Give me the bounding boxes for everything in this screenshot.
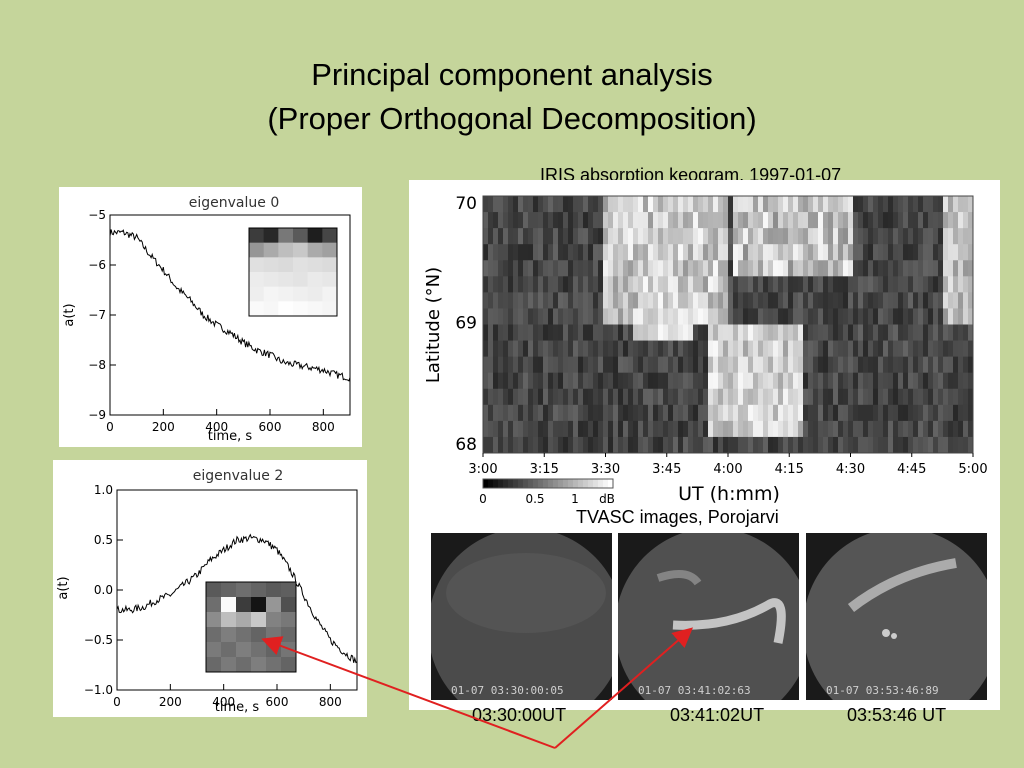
x-tick-label: 200 (152, 420, 175, 434)
colorbar-tick: 0.5 (525, 492, 544, 506)
allsky-image-1: 01-07 03:30:00:05 (431, 533, 612, 700)
x-tick-label: 800 (312, 420, 335, 434)
keogram-x-tick: 4:00 (713, 462, 742, 477)
keogram-x-tick: 3:00 (468, 462, 497, 477)
eigen2-series-line (116, 533, 358, 664)
keogram-xlabel: UT (h:mm) (678, 483, 780, 505)
keogram-y-tick: 70 (455, 194, 477, 214)
colorbar-tick: 0 (479, 492, 487, 506)
x-tick-label: 600 (259, 420, 282, 434)
y-tick-label: −6 (88, 258, 106, 272)
slide-title: Principal component analysis (311, 57, 713, 92)
y-tick-label: −9 (88, 408, 106, 422)
x-tick-label: 200 (159, 695, 182, 709)
eigenvalue-2-chart: eigenvalue 2 0 200 400 600 800 1.0 0.5 0.0 −0.5 −… (56, 468, 358, 715)
eigenvalue-0-chart: eigenvalue 0 0 200 400 600 800 −5 −6 −7 −8 −9 a(t… (62, 195, 351, 444)
keogram-chart: Latitude (°N) 70 69 68 3:00 3:15 3:30 3:45 4:0… (423, 194, 988, 506)
y-tick-label: −7 (88, 308, 106, 322)
slide-subtitle: (Proper Orthogonal Decomposition) (267, 101, 757, 136)
allsky-image-2: 01-07 03:41:02:63 (618, 533, 799, 700)
y-tick-label: 0.0 (94, 583, 113, 597)
y-tick-label: −1.0 (84, 683, 113, 697)
x-tick-label: 600 (266, 695, 289, 709)
keogram-x-tick: 3:30 (591, 462, 620, 477)
eigen2-xlabel: time, s (215, 700, 260, 715)
eigen0-xlabel: time, s (208, 429, 253, 444)
y-tick-label: 1.0 (94, 483, 113, 497)
eigen0-ylabel: a(t) (62, 303, 77, 326)
tvasc-time-3: 03:53:46 UT (847, 705, 947, 725)
eigen0-mode-image (248, 227, 338, 317)
x-tick-label: 400 (205, 420, 228, 434)
keogram-image (483, 196, 974, 454)
eigen2-ylabel: a(t) (56, 576, 71, 599)
colorbar-tick: 1 (571, 492, 579, 506)
keogram-x-tick: 4:15 (775, 462, 804, 477)
tvasc-caption: TVASC images, Porojarvi (576, 507, 779, 527)
eigenvalue-2-panel: eigenvalue 2 0 200 400 600 800 1.0 0.5 0.0 −0.5 −… (53, 460, 367, 717)
x-tick-label: 0 (113, 695, 121, 709)
keogram-x-tick: 3:45 (652, 462, 681, 477)
y-tick-label: −0.5 (84, 633, 113, 647)
tvasc-time-2: 03:41:02UT (670, 705, 765, 725)
eigen0-title: eigenvalue 0 (189, 195, 279, 211)
eigen0-series-line (109, 229, 351, 382)
allsky-stamp-3: 01-07 03:53:46:89 (826, 684, 939, 697)
keogram-y-tick: 68 (455, 435, 477, 455)
eigen2-title: eigenvalue 2 (193, 468, 283, 484)
keogram-x-tick: 4:45 (897, 462, 926, 477)
y-tick-label: −5 (88, 208, 106, 222)
x-tick-label: 800 (319, 695, 342, 709)
keogram-y-tick: 69 (455, 314, 477, 334)
colorbar-tick: dB (599, 492, 615, 506)
y-tick-label: −8 (88, 358, 106, 372)
eigenvalue-0-panel: eigenvalue 0 0 200 400 600 800 −5 −6 −7 −8 −9 a(t… (59, 187, 362, 447)
x-tick-label: 0 (106, 420, 114, 434)
keogram-ylabel: Latitude (°N) (423, 267, 444, 383)
keogram-x-tick: 4:30 (836, 462, 865, 477)
x-tick-label: 400 (212, 695, 235, 709)
tvasc-time-1: 03:30:00UT (472, 705, 567, 725)
y-tick-label: 0.5 (94, 533, 113, 547)
allsky-stamp-2: 01-07 03:41:02:63 (638, 684, 751, 697)
keogram-x-tick: 3:15 (530, 462, 559, 477)
allsky-stamp-1: 01-07 03:30:00:05 (451, 684, 564, 697)
keogram-x-tick: 5:00 (958, 462, 987, 477)
eigen2-mode-image (205, 581, 297, 673)
keogram-panel: Latitude (°N) 70 69 68 3:00 3:15 3:30 3:45 4:0… (409, 180, 1000, 710)
keogram-colorbar: 0 0.5 1 dB (479, 478, 615, 506)
allsky-image-3: 01-07 03:53:46:89 (806, 533, 987, 700)
